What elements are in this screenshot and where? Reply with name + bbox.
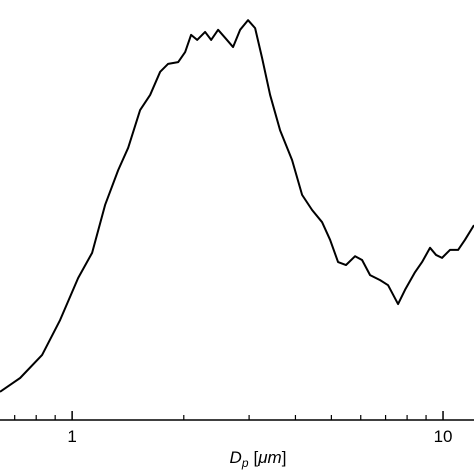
- x-tick-label: 10: [434, 427, 453, 446]
- x-axis-title-bracket: [: [254, 448, 259, 467]
- x-axis-title-unit: μm: [257, 448, 281, 467]
- x-axis-title: Dp [μm]: [230, 448, 287, 470]
- x-tick-label: 1: [67, 427, 76, 446]
- x-axis-title-sub: p: [241, 456, 249, 470]
- data-line: [0, 19, 474, 393]
- x-axis-title-main: D: [230, 448, 242, 467]
- x-axis-title-bracket: ]: [282, 448, 287, 467]
